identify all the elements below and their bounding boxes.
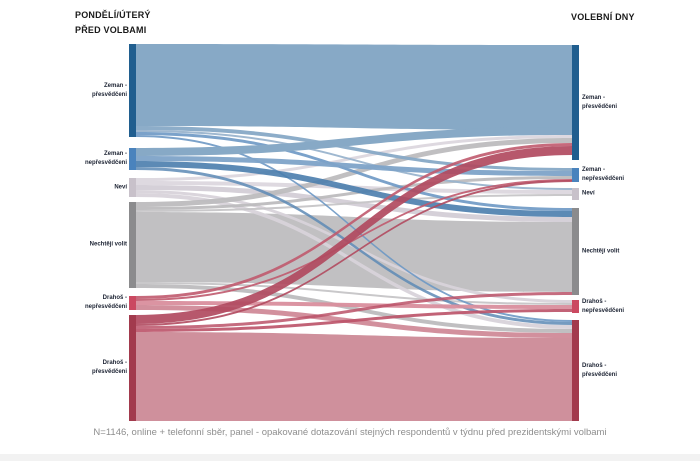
node-label-left-drahos-nepresvedceni: Drahoš - nepřesvědčeni <box>84 295 127 310</box>
flow-nevi-to-drahos-presvedceni <box>136 193 572 329</box>
node-label-right-nevi: Neví <box>582 190 595 197</box>
node-label-right-zeman-nepresvedceni: Zeman - nepřesvědčeni <box>582 167 625 182</box>
left-column-title-line1: PONDĚLÍ/ÚTERÝ <box>75 10 151 20</box>
node-right-drahos-nepresvedceni <box>572 300 579 313</box>
flow-nechteji-volit-to-zeman-nepresvedceni <box>136 176 572 210</box>
node-left-drahos-presvedceni <box>129 315 136 421</box>
node-label-left-zeman-presvedceni: Zeman - přesvědčeni <box>91 82 127 98</box>
node-left-drahos-nepresvedceni <box>129 296 136 310</box>
node-label-right-drahos-presvedceni: Drahoš - přesvědčeni <box>582 362 618 378</box>
flow-zeman-presvedceni-to-zeman-nepresvedceni <box>136 126 572 171</box>
node-left-nevi <box>129 178 136 197</box>
node-left-nechteji-volit <box>129 202 136 288</box>
left-column-title: PONDĚLÍ/ÚTERÝ PŘED VOLBAMI <box>75 8 151 38</box>
right-column-title: VOLEBNÍ DNY <box>571 12 635 22</box>
flow-drahos-presvedceni-to-drahos-nepresvedceni <box>136 309 572 332</box>
flow-drahos-presvedceni-to-drahos-presvedceni <box>136 332 572 421</box>
flow-drahos-nepresvedceni-to-zeman-presvedceni <box>136 143 572 299</box>
flow-zeman-nepresvedceni-to-drahos-presvedceni <box>136 167 572 325</box>
node-left-zeman-nepresvedceni <box>129 148 136 170</box>
node-label-left-nevi: Neví <box>114 184 127 190</box>
flow-zeman-presvedceni-to-drahos-presvedceni <box>136 135 572 322</box>
flow-drahos-presvedceni-to-zeman-nepresvedceni <box>136 180 572 326</box>
node-label-right-nechteji-volit: Nechtějí volit <box>582 248 620 254</box>
flow-nevi-to-zeman-presvedceni <box>136 135 572 181</box>
page-bottom-strip <box>0 454 700 461</box>
flow-zeman-presvedceni-to-zeman-presvedceni <box>136 44 572 130</box>
flow-drahos-presvedceni-to-zeman-presvedceni <box>136 146 572 324</box>
node-right-zeman-nepresvedceni <box>572 168 579 182</box>
node-label-right-drahos-nepresvedceni: Drahoš - nepřesvědčeni <box>582 298 625 314</box>
flow-zeman-nepresvedceni-to-nechteji-volit <box>136 161 572 217</box>
node-label-left-zeman-nepresvedceni: Zeman - nepřesvědčeni <box>84 151 127 166</box>
flow-nechteji-volit-to-drahos-presvedceni <box>136 284 572 333</box>
flow-zeman-presvedceni-to-nevi <box>136 130 572 190</box>
node-label-left-nechteji-volit: Nechtějí volit <box>89 241 127 248</box>
node-right-nechteji-volit <box>572 208 579 295</box>
left-column-title-line2: PŘED VOLBAMI <box>75 25 147 35</box>
flow-nechteji-volit-to-nevi <box>136 194 572 212</box>
methodology-note: N=1146, online + telefonní sběr, panel -… <box>93 427 607 438</box>
flow-zeman-presvedceni-to-nechteji-volit <box>136 132 572 211</box>
flow-nechteji-volit-to-drahos-nepresvedceni <box>136 282 572 305</box>
node-right-nevi <box>572 188 579 200</box>
node-right-zeman-presvedceni <box>572 45 579 160</box>
node-left-zeman-presvedceni <box>129 44 136 137</box>
node-label-right-zeman-presvedceni: Zeman - přesvědčeni <box>582 94 618 110</box>
node-label-left-drahos-presvedceni: Drahoš - přesvědčeni <box>91 360 127 375</box>
flow-drahos-nepresvedceni-to-zeman-nepresvedceni <box>136 179 572 301</box>
node-right-drahos-presvedceni <box>572 320 579 421</box>
flow-zeman-nepresvedceni-to-zeman-presvedceni <box>136 127 572 156</box>
flow-drahos-presvedceni-to-nechteji-volit <box>136 292 572 329</box>
